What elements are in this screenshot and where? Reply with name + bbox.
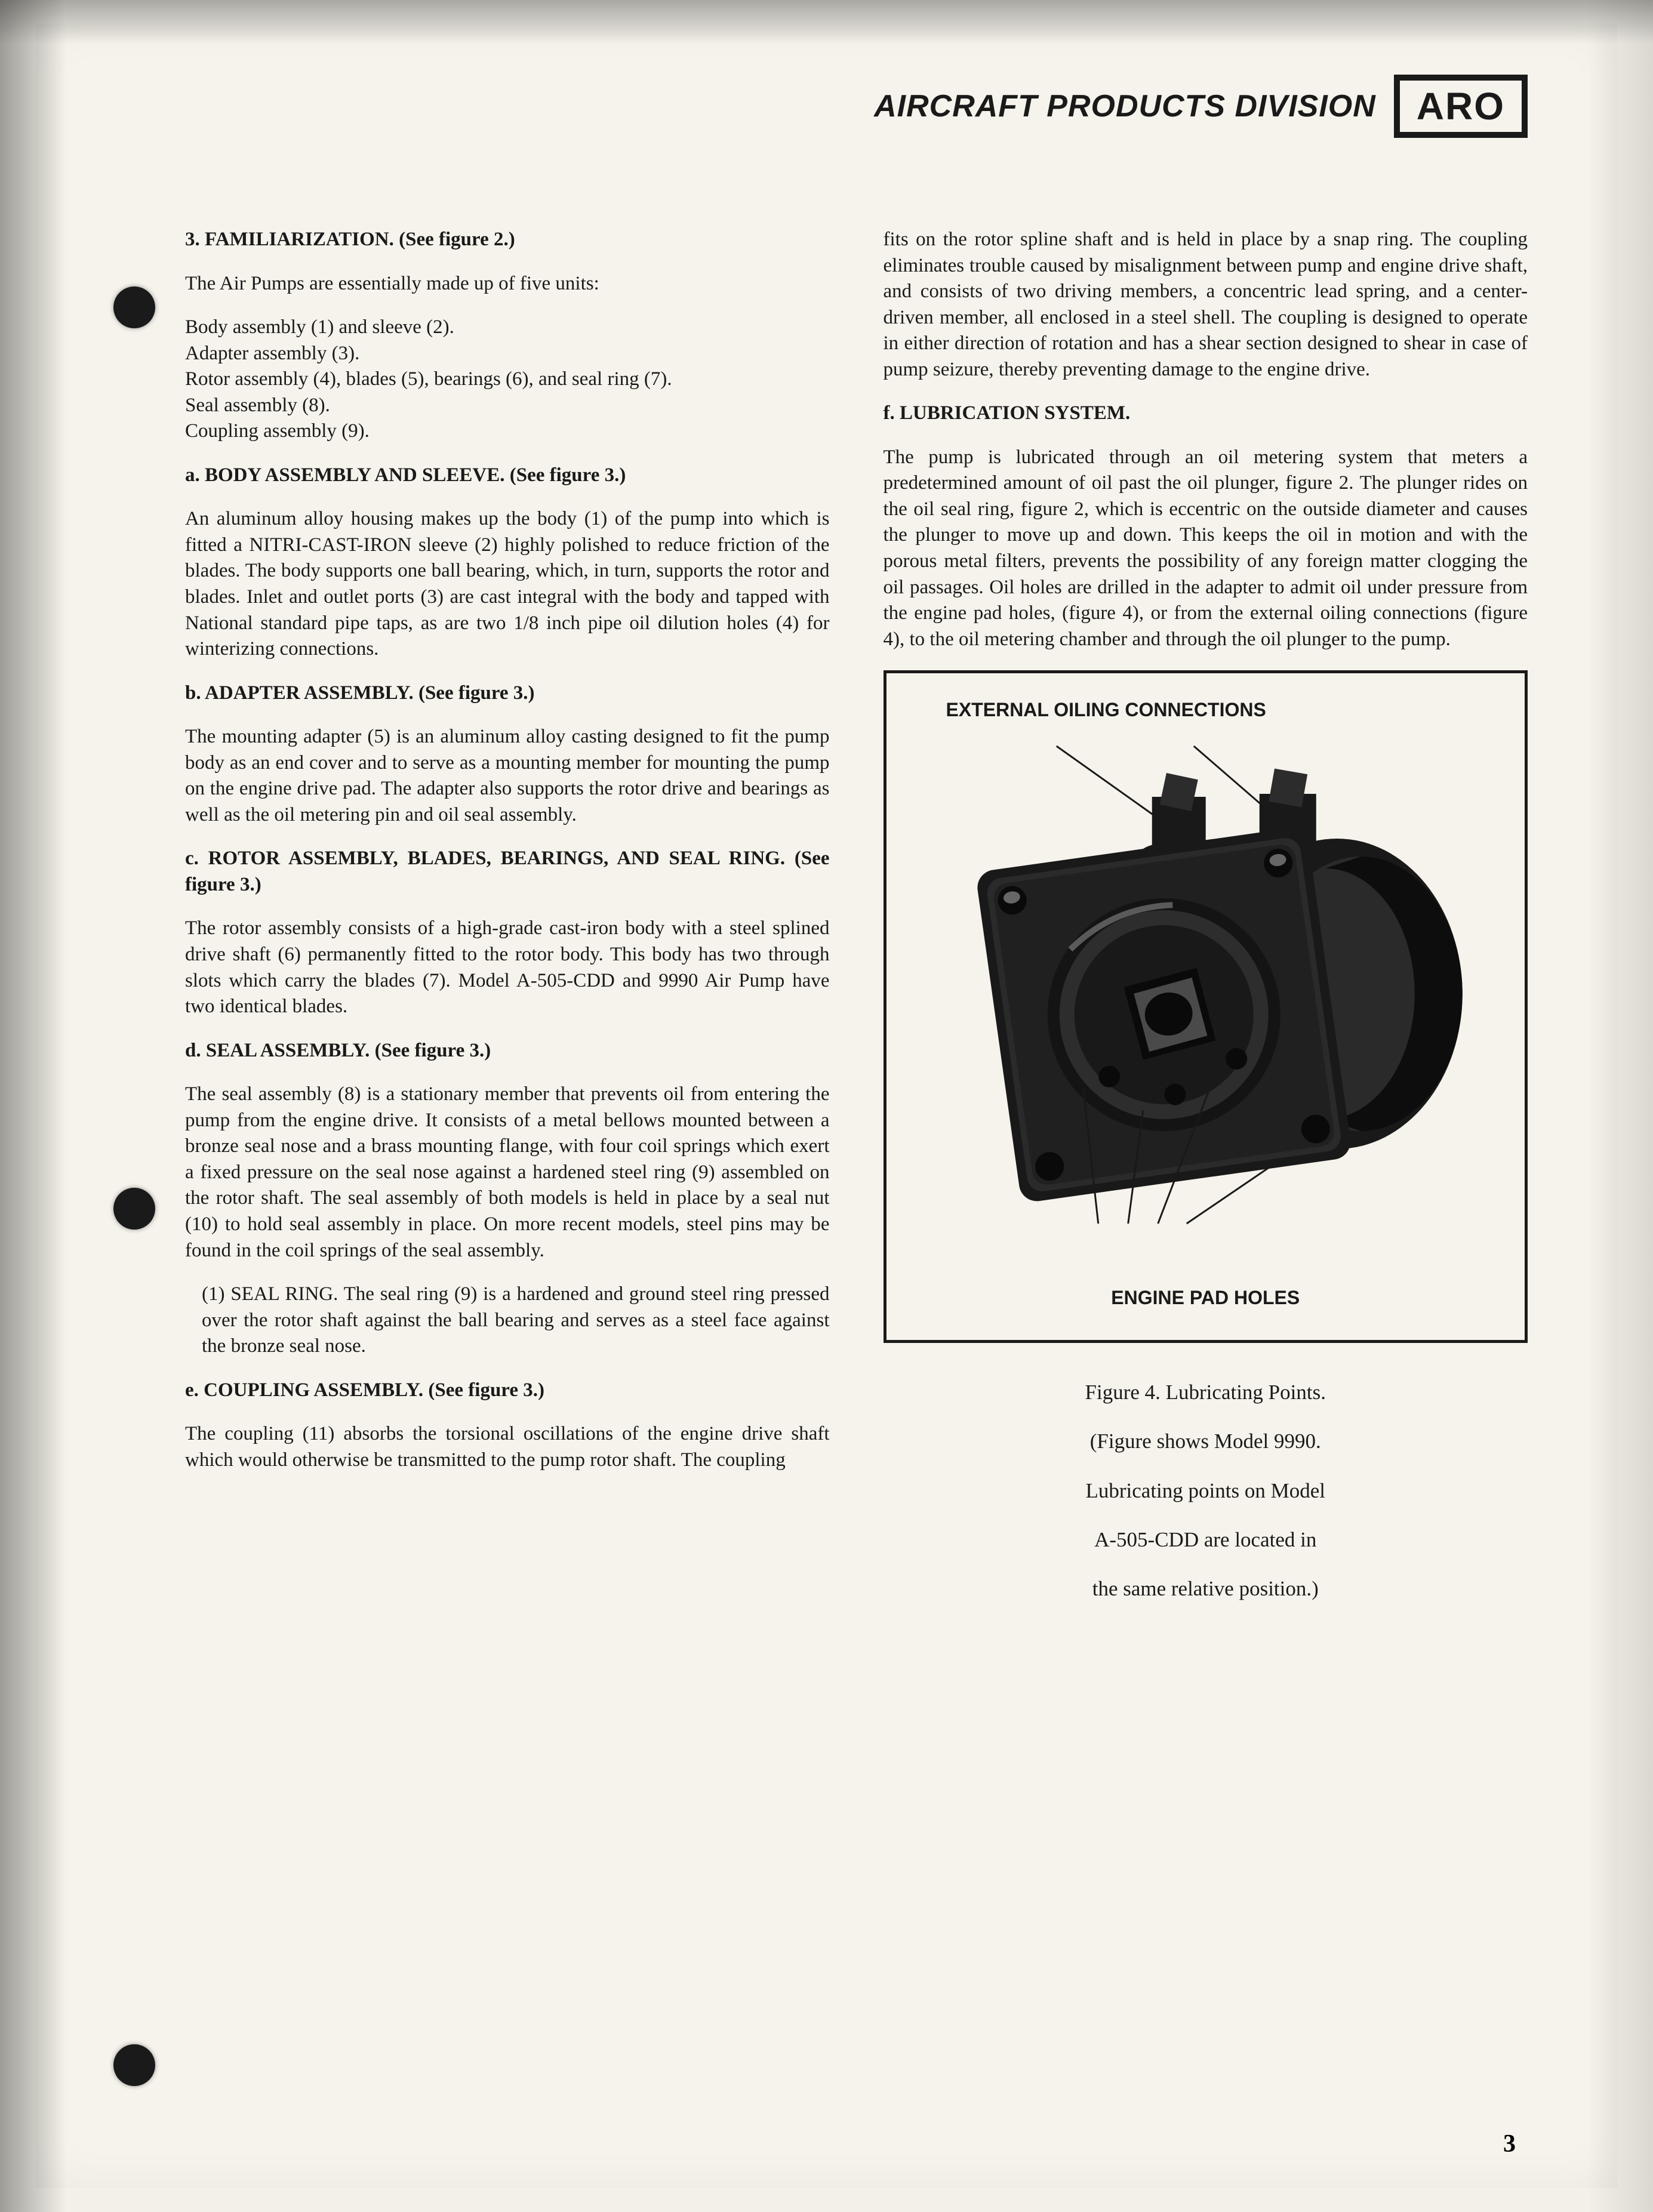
binder-hole-bottom [113,2044,155,2086]
unit-list-3: Rotor assembly (4), blades (5), bearings… [185,366,830,393]
sub-e-head: e. COUPLING ASSEMBLY. (See figure 3.) [185,1378,830,1404]
figure-top-label: EXTERNAL OILING CONNECTIONS [946,697,1507,722]
sub-c-head-text: c. ROTOR ASSEMBLY, BLADES, BEARINGS, AND… [185,848,830,895]
sub-c-head: c. ROTOR ASSEMBLY, BLADES, BEARINGS, AND… [185,846,830,898]
figure-bottom-label: ENGINE PAD HOLES [904,1285,1507,1310]
page-header: AIRCRAFT PRODUCTS DIVISION ARO [874,75,1528,138]
caption-line-1: Figure 4. Lubricating Points. [884,1379,1528,1406]
sub-d-body: The seal assembly (8) is a stationary me… [185,1082,830,1264]
sub-f-head: f. LUBRICATION SYSTEM. [884,400,1528,427]
sub-a-head-text: a. BODY ASSEMBLY AND SLEEVE. (See figure… [185,464,626,486]
page-number: 3 [1503,2130,1516,2158]
aro-brand-box: ARO [1394,75,1528,138]
binder-hole-mid [113,1188,155,1230]
sub-f-head-text: f. LUBRICATION SYSTEM. [884,402,1131,424]
caption-line-4: A-505-CDD are located in [884,1526,1528,1554]
sub-b-head-text: b. ADAPTER ASSEMBLY. (See figure 3.) [185,682,535,704]
sub-a-head: a. BODY ASSEMBLY AND SLEEVE. (See figure… [185,463,830,489]
sub-d1-body: (1) SEAL RING. The seal ring (9) is a ha… [202,1281,830,1360]
caption-line-2: (Figure shows Model 9990. [884,1428,1528,1455]
sub-f-body: The pump is lubricated through an oil me… [884,445,1528,652]
binder-hole-top [113,286,155,328]
unit-list-1: Body assembly (1) and sleeve (2). [185,315,830,341]
pump-illustration [904,734,1507,1259]
body-columns: 3. FAMILIARIZATION. (See figure 2.) The … [185,227,1528,2117]
sub-a-body: An aluminum alloy housing makes up the b… [185,506,830,662]
sub-d-head: d. SEAL ASSEMBLY. (See figure 3.) [185,1038,830,1064]
section-3-head: 3. FAMILIARIZATION. (See figure 2.) [185,227,830,253]
sub-e-body: The coupling (11) absorbs the torsional … [185,1421,830,1473]
section-3-head-text: 3. FAMILIARIZATION. (See figure 2.) [185,229,515,250]
sub-e-cont: fits on the rotor spline shaft and is he… [884,227,1528,383]
sub-b-head: b. ADAPTER ASSEMBLY. (See figure 3.) [185,680,830,707]
sub-e-head-text: e. COUPLING ASSEMBLY. (See figure 3.) [185,1379,544,1401]
division-title: AIRCRAFT PRODUCTS DIVISION [874,88,1376,124]
unit-list-4: Seal assembly (8). [185,393,830,419]
unit-list-2: Adapter assembly (3). [185,341,830,367]
section-3-intro: The Air Pumps are essentially made up of… [185,271,830,297]
sub-d-head-text: d. SEAL ASSEMBLY. (See figure 3.) [185,1040,491,1061]
figure-4-box: EXTERNAL OILING CONNECTIONS [884,670,1528,1343]
sub-b-body: The mounting adapter (5) is an aluminum … [185,724,830,828]
caption-line-3: Lubricating points on Model [884,1477,1528,1505]
figure-caption: Figure 4. Lubricating Points. (Figure sh… [884,1379,1528,1603]
unit-list-5: Coupling assembly (9). [185,418,830,445]
sub-c-body: The rotor assembly consists of a high-gr… [185,916,830,1019]
caption-line-5: the same relative position.) [884,1575,1528,1603]
page-surface: AIRCRAFT PRODUCTS DIVISION ARO 3. FAMILI… [36,24,1617,2188]
